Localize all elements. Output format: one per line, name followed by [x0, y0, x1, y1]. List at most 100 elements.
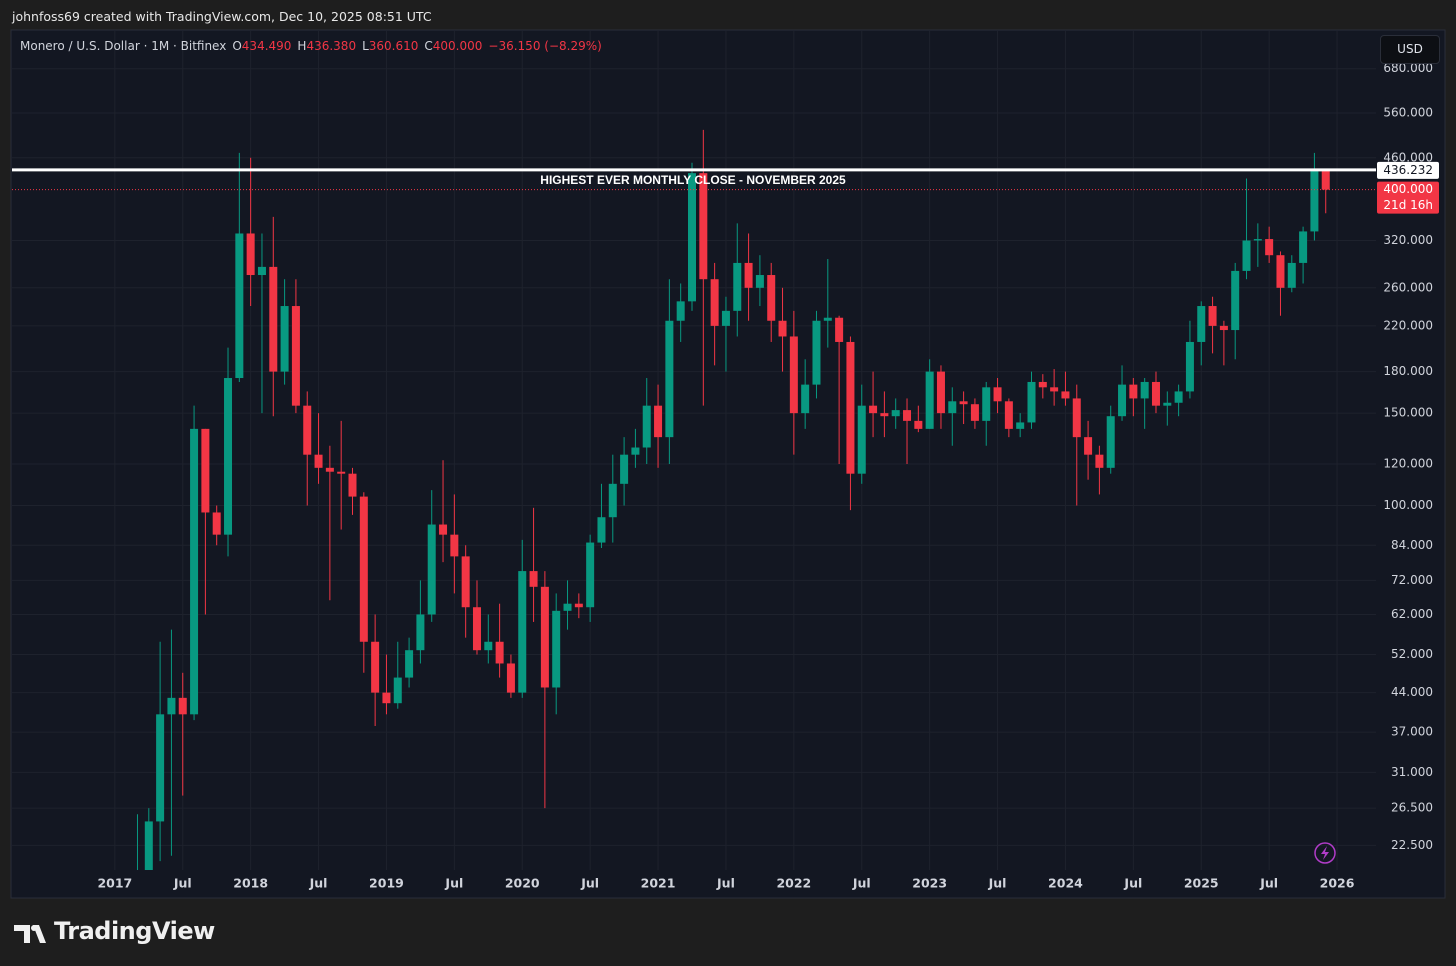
candle-body	[846, 341, 855, 474]
candle-body	[1321, 170, 1330, 190]
x-tick-label: 2023	[912, 876, 947, 891]
candle-body	[903, 410, 912, 421]
y-tick-label: 120.000	[1383, 456, 1433, 470]
y-tick-label: 100.000	[1383, 498, 1433, 512]
ohlc-value: 436.380	[306, 39, 357, 53]
candle-body	[925, 371, 934, 429]
candle-body	[269, 266, 278, 372]
candle-body	[936, 371, 945, 414]
legend: Monero / U.S. Dollar · 1M · Bitfinex O434…	[20, 39, 602, 53]
y-tick-label: 560.000	[1383, 105, 1433, 119]
candle-body	[880, 413, 889, 417]
candle-body	[1050, 387, 1059, 392]
x-tick-label: 2019	[369, 876, 404, 891]
candle-body	[224, 378, 233, 535]
y-tick-label: 260.000	[1383, 280, 1433, 294]
candle-body	[1140, 381, 1149, 399]
candle-body	[676, 301, 685, 321]
candle-body	[688, 173, 696, 302]
y-tick-label: 52.000	[1391, 647, 1433, 661]
candle-body	[665, 320, 674, 438]
candle-body	[1061, 391, 1070, 399]
x-tick-label: Jul	[988, 876, 1007, 891]
candle-body	[450, 534, 459, 557]
candle-body	[982, 387, 991, 421]
y-tick-label: 44.000	[1391, 685, 1433, 699]
change: −36.150 (−8.29%)	[488, 39, 602, 53]
x-tick-label: 2025	[1184, 876, 1219, 891]
candle-body	[608, 483, 617, 518]
y-tick-label: 37.000	[1391, 725, 1433, 739]
hline-annotation: HIGHEST EVER MONTHLY CLOSE - NOVEMBER 20…	[540, 173, 846, 187]
candle-body	[314, 454, 323, 468]
candle-body	[518, 571, 527, 693]
candle-body	[721, 310, 730, 326]
x-tick-label: 2017	[97, 876, 132, 891]
candle-body	[1299, 231, 1308, 263]
candle-body	[631, 447, 640, 455]
candle-body	[257, 266, 266, 276]
candle-body	[1185, 341, 1194, 392]
y-tick-label: 26.500	[1391, 801, 1433, 815]
currency-button[interactable]: USD	[1380, 35, 1440, 64]
candle-body	[235, 233, 244, 379]
candle-body	[246, 233, 255, 276]
x-tick-label: Jul	[580, 876, 599, 891]
candle-body	[495, 641, 504, 664]
y-tick-label: 84.000	[1391, 538, 1433, 552]
x-tick-label: 2026	[1320, 876, 1355, 891]
candle-body	[1163, 402, 1172, 406]
candle-body	[144, 821, 153, 870]
candle-body	[597, 517, 606, 543]
candle-body	[1038, 381, 1047, 388]
candle-body	[337, 471, 346, 474]
hline-label: 436.232	[1383, 163, 1433, 177]
candle-body	[710, 279, 719, 326]
axes: 680.000 560.000 460.000 320.000 260.000 220.0…	[97, 61, 1439, 891]
ohlc-key: C	[424, 39, 433, 53]
x-tick-label: Jul	[716, 876, 735, 891]
candle-body	[303, 405, 312, 455]
candle-body	[563, 603, 572, 611]
candle-body	[1197, 306, 1206, 342]
candle-body	[416, 614, 425, 651]
ohlc-key: O	[232, 39, 242, 53]
x-tick-label: Jul	[1259, 876, 1278, 891]
candle-body	[993, 387, 1002, 402]
candle-body	[789, 336, 798, 414]
x-tick-label: 2018	[233, 876, 268, 891]
candle-body	[1095, 454, 1104, 468]
y-tick-label: 31.000	[1391, 765, 1433, 779]
candle-body	[552, 610, 561, 688]
candle-body	[461, 556, 470, 608]
symbol: Monero / U.S. Dollar · 1M · Bitfinex	[20, 39, 227, 53]
x-tick-label: Jul	[173, 876, 192, 891]
credit: johnfoss69 created with TradingView.com,…	[12, 9, 432, 24]
candle-body	[359, 496, 368, 642]
candle-body	[1253, 239, 1262, 241]
brand-logo	[14, 925, 46, 943]
candle-body	[970, 404, 979, 421]
candle-body	[1016, 422, 1025, 429]
candle-body	[914, 420, 923, 429]
candle-body	[755, 275, 764, 288]
candle-body	[1310, 169, 1319, 232]
candle-body	[371, 641, 380, 693]
hline-tag	[1377, 161, 1439, 179]
candle-body	[835, 317, 844, 342]
ohlc-key: L	[362, 39, 369, 53]
overlays: HIGHEST EVER MONTHLY CLOSE - NOVEMBER 20…	[12, 168, 1376, 191]
candle-body	[156, 714, 165, 822]
lightning-icon[interactable]	[1314, 842, 1336, 864]
y-tick-label: 320.000	[1383, 233, 1433, 247]
y-tick-label: 680.000	[1383, 61, 1433, 75]
candle-body	[1174, 391, 1183, 403]
candle-body	[212, 512, 221, 535]
candle-body	[1219, 325, 1228, 331]
x-tick-label: 2024	[1048, 876, 1083, 891]
candle-body	[654, 405, 663, 438]
ohlc-value: 360.610	[368, 39, 419, 53]
candle-body	[540, 586, 549, 688]
